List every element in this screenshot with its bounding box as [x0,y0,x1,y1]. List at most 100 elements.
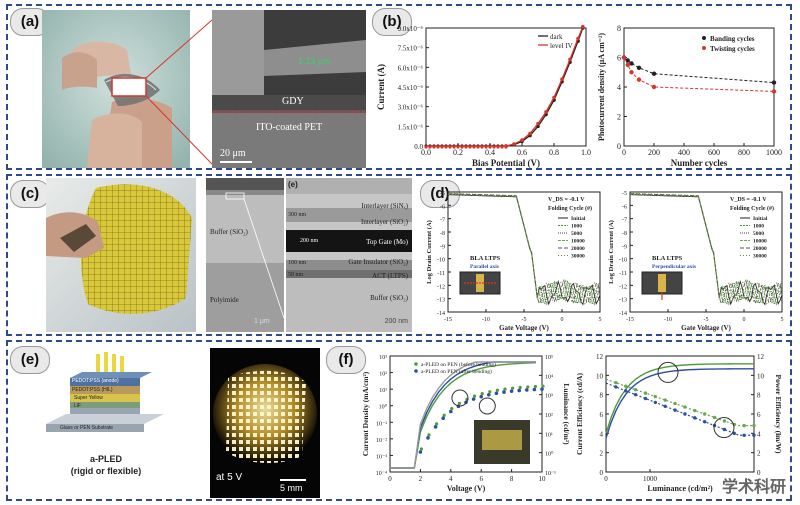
d-y-tick-label: -12 [619,284,627,290]
device-voltage-label: at 5 V [216,472,243,483]
b2-point [621,55,627,60]
b1-point [460,145,464,149]
f1-point [502,390,506,394]
b2-x-tick-label: 1000 [766,148,782,157]
b1-point [581,24,585,29]
b2-legend-label: Banding cycles [710,35,755,43]
f2-point [722,427,727,432]
f1-y2-tick-label: 10¹ [545,432,553,438]
f1-point [533,384,537,389]
b1-point [440,145,444,149]
f1-x-tick-label: 2 [419,475,423,483]
f1-point [494,391,499,396]
b1-x-tick-label: 1.0 [581,148,591,157]
d-y-tick-label: -6 [440,204,445,210]
f1-point [471,397,476,401]
d-legend-label: 30000 [753,254,767,260]
d-y-tick-label: -9 [622,244,627,250]
f2-point [732,431,736,436]
tem-interlayer-sinx: Interlayer (SiNₓ) [361,202,408,210]
f2-point [683,405,687,409]
chart-b-photocurrent-cycles: 0 200 400 600 800 1000 0 2 4 6 8 Banding cycles Twis… [597,24,782,168]
b2-point [625,58,630,63]
d-x-tick-label: -5 [522,317,527,323]
b1-x-tick-label: 0.2 [453,148,463,157]
f1-point [473,394,477,398]
b1-point [568,57,572,62]
chart-d-perpendicular: -15 -10 -5 0 5 -5 -6 -7 -8 -9 -10 -11 -12 -13 -14 Initi… [608,191,784,332]
b1-point [512,142,516,146]
f2-point [752,423,756,428]
f1-y-axis-label: Current Density (mA/cm²) [361,371,370,456]
b2-point [636,77,642,82]
sem-top-thickness: 1.13 μm [298,56,331,66]
b1-point [528,131,532,136]
f1-y2-tick-label: 10² [545,413,553,419]
f1-x-tick-label: 0 [388,475,392,483]
tem-buffer: Buffer (SiO₂) [370,294,408,302]
d-x-axis-label: Gate Voltage (V) [499,324,549,332]
b1-y-tick-label: 6.0x10⁻⁶ [398,64,424,72]
b1-point [488,145,492,149]
f2-point [702,420,707,424]
tem-dim-100: 100 nm [288,260,307,266]
f2-y-tick-label: 4 [600,430,604,438]
d-legend-label: 30000 [571,254,585,260]
f2-series-line [605,382,754,436]
b1-point [456,145,460,149]
f2-point [614,385,618,389]
b1-point [428,145,432,149]
f2-point [624,389,628,393]
stack-layer-1: PEDOT:PSS (anode) [72,378,119,384]
f2-point [712,415,717,420]
f1-legend-swatch [414,369,418,373]
b2-x-tick-label: 200 [648,148,660,157]
f2-point [633,387,638,392]
f1-point [442,413,446,417]
b1-point [476,145,480,149]
b2-point [771,80,777,85]
d-y-tick-label: -14 [619,311,627,317]
d-x-tick-label: -10 [482,317,490,323]
d-y-axis-label: Log Drain Current (A) [426,220,433,284]
b1-legend-label: dark [550,33,563,41]
d-device-label: BLA LTPS [652,255,683,262]
b1-point [504,144,508,148]
tem-tag: (e) [288,180,298,189]
b1-x-tick-label: 0.4 [485,148,495,157]
f1-x-axis-label: Voltage (V) [447,484,486,493]
d-y-tick-label: -14 [437,311,445,317]
f2-marker-circle [713,417,735,439]
d-legend-label: 1000 [753,224,764,230]
d-legend-label: 5000 [571,231,582,237]
f2-point [633,392,638,397]
stack-layer-3: Super Yellow [74,395,103,401]
d-legend-label: Initial [753,216,768,222]
d-y-tick-label: -12 [437,284,445,290]
b2-series-line [623,57,775,84]
b1-legend-label: level IV [550,42,573,50]
f1-x-tick-label: 8 [510,475,514,483]
f1-y2-tick-label: 10⁵ [545,355,553,361]
d-y-tick-label: -10 [619,258,627,264]
sem-scale-label: 20 μm [220,148,246,159]
b2-x-tick-label: 600 [708,148,720,157]
d-y-tick-label: -7 [622,218,627,224]
f2-point [673,408,677,412]
f1-point [449,409,453,414]
d-x-tick-label: -10 [664,317,672,323]
f1-point [427,433,431,437]
f2-point [683,412,687,416]
b2-y-axis-label: Photocurrent density (μA cm⁻²) [597,33,606,141]
b1-point [464,145,468,149]
b2-point [651,84,657,90]
f1-point [503,387,507,391]
f1-x-tick-label: 6 [479,475,483,483]
f2-point [722,419,727,423]
b2-point [629,61,634,66]
f1-point [518,385,522,390]
d-legend-title: Folding Cycle (#) [548,205,592,212]
f2-x-tick-label: 1000 [643,475,658,483]
f1-y2-tick-label: 10⁰ [545,451,554,458]
b1-y-tick-label: 4.5x10⁻⁶ [398,84,424,92]
